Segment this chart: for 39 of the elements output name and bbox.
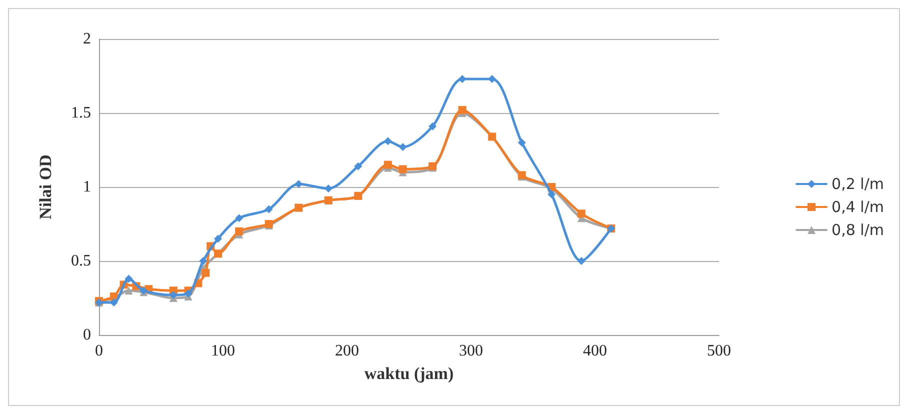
point xyxy=(294,180,303,188)
point xyxy=(235,227,244,236)
point xyxy=(124,274,133,283)
legend-label: 0,8 l/m xyxy=(832,221,884,239)
point xyxy=(548,190,556,198)
point xyxy=(235,214,244,222)
legend-label: 0,2 l/m xyxy=(832,175,884,193)
point xyxy=(384,137,392,146)
y-tick-label: 0.5 xyxy=(71,252,91,270)
point xyxy=(577,210,586,218)
point xyxy=(458,106,466,114)
point xyxy=(354,162,362,170)
x-tick-label: 200 xyxy=(335,342,359,360)
x-tick-label: 0 xyxy=(95,342,103,360)
y-tick-label: 1.5 xyxy=(71,104,91,122)
point xyxy=(428,122,437,130)
point xyxy=(184,290,192,298)
point xyxy=(398,165,407,174)
legend-label: 0,4 l/m xyxy=(832,198,884,216)
point xyxy=(199,257,208,265)
point xyxy=(458,74,466,83)
y-axis-title: Nilai OD xyxy=(36,154,55,220)
point xyxy=(518,138,526,147)
point xyxy=(488,74,496,83)
point xyxy=(398,143,407,152)
point xyxy=(577,257,586,265)
point xyxy=(202,268,210,277)
point xyxy=(214,234,222,243)
point xyxy=(124,286,133,295)
x-tick-label: 100 xyxy=(211,342,235,360)
point xyxy=(384,160,392,169)
y-tick-label: 2 xyxy=(83,30,91,48)
x-tick-label: 400 xyxy=(583,342,607,360)
point xyxy=(264,205,273,214)
x-axis-title: waktu (jam) xyxy=(364,364,454,383)
y-tick-label: 1 xyxy=(83,178,91,196)
x-tick-label: 500 xyxy=(707,342,731,360)
x-tick-label: 300 xyxy=(459,342,483,360)
y-tick-label: 0 xyxy=(83,326,91,344)
